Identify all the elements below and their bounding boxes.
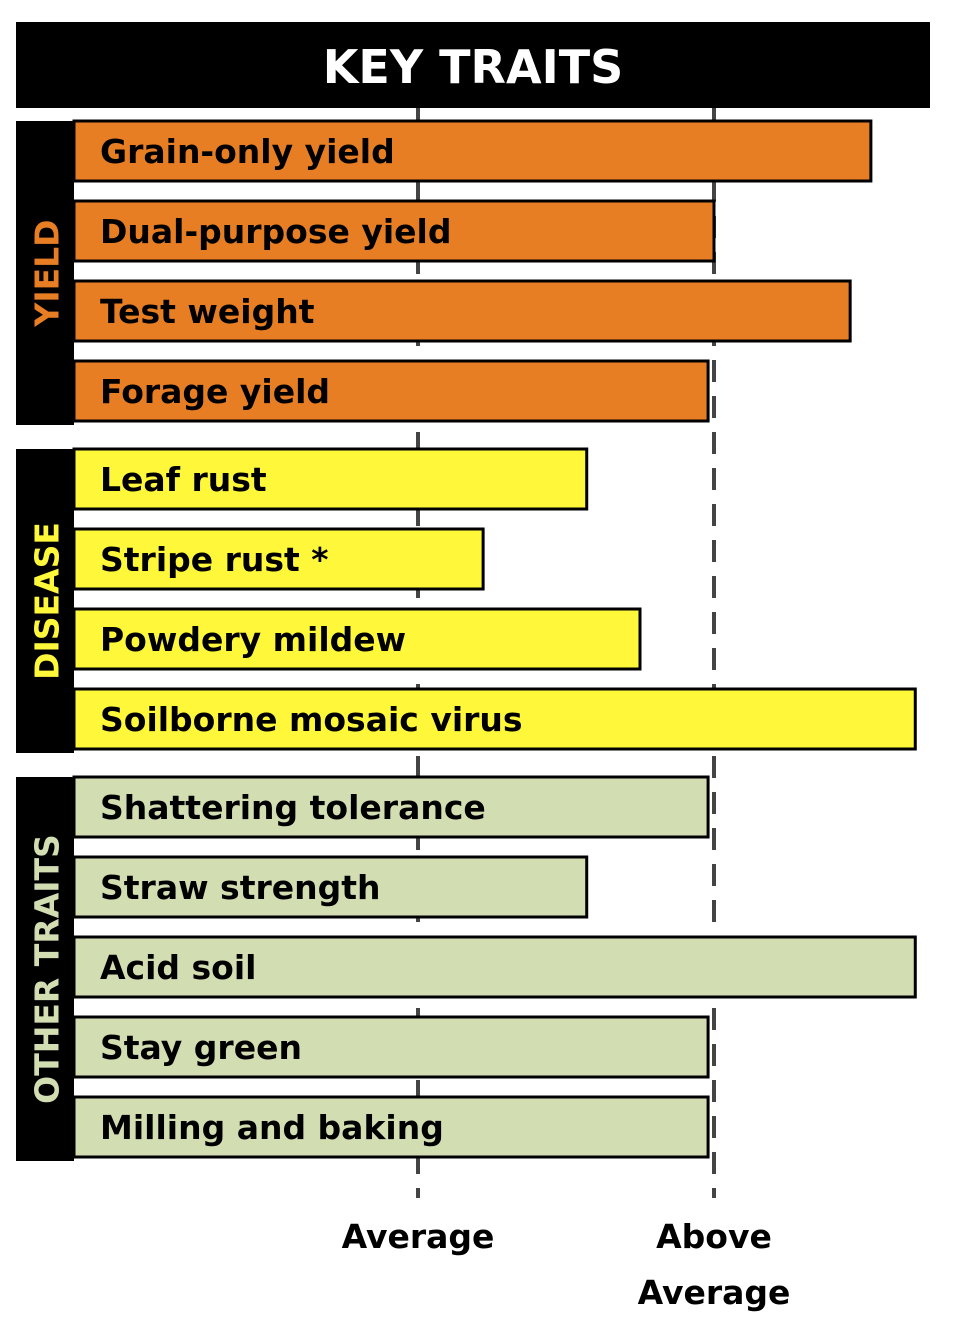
group-yield: YIELD Grain-only yield Dual-purpose yield T…: [16, 119, 873, 425]
x-axis-tick-labels: Average Above Average: [342, 1217, 791, 1312]
tick-label-2: Above Average: [638, 1217, 791, 1312]
group-other-traits: OTHER TRAITS Shattering tolerance Straw st…: [16, 775, 917, 1161]
group-side-panel: [16, 449, 74, 753]
bar: [72, 447, 589, 511]
group-side-panel: [16, 121, 74, 425]
bar: [72, 687, 917, 751]
tick-label-line: Above: [656, 1217, 772, 1256]
bar: [72, 279, 852, 343]
tick-label-line: Average: [342, 1217, 495, 1256]
bar: [72, 199, 716, 263]
tick-label-line: Average: [638, 1273, 791, 1312]
bar-label: Milling and baking: [100, 1108, 444, 1147]
bar-label: Straw strength: [100, 868, 381, 907]
bar-label: Grain-only yield: [100, 132, 395, 171]
bar-label: Leaf rust: [100, 460, 267, 499]
group-label: YIELD: [28, 219, 67, 327]
bar: [72, 119, 873, 183]
bar-label: Forage yield: [100, 372, 330, 411]
bar-label: Shattering tolerance: [100, 788, 486, 827]
group-disease: DISEASE Leaf rust Stripe rust * Powdery mil…: [16, 447, 917, 753]
chart-title: KEY TRAITS: [323, 40, 623, 94]
bar-label: Dual-purpose yield: [100, 212, 452, 251]
bar: [72, 527, 485, 591]
bar: [72, 855, 589, 919]
bar: [72, 935, 917, 999]
bar: [72, 1095, 710, 1159]
tick-label-1: Average: [342, 1217, 495, 1256]
trait-groups: YIELD Grain-only yield Dual-purpose yield T…: [16, 119, 917, 1161]
bar-label: Acid soil: [100, 948, 256, 987]
bar-label: Stripe rust *: [100, 540, 329, 579]
bar-label: Soilborne mosaic virus: [100, 700, 523, 739]
bar: [72, 607, 642, 671]
bar-label: Powdery mildew: [100, 620, 406, 659]
group-label: OTHER TRAITS: [28, 834, 67, 1104]
title-banner: [16, 22, 930, 108]
bar: [72, 359, 710, 423]
bar: [72, 1015, 710, 1079]
group-label: DISEASE: [28, 522, 67, 680]
bar-label: Stay green: [100, 1028, 302, 1067]
bar: [72, 775, 710, 839]
group-side-panel: [16, 777, 74, 1161]
bar-label: Test weight: [100, 292, 315, 331]
